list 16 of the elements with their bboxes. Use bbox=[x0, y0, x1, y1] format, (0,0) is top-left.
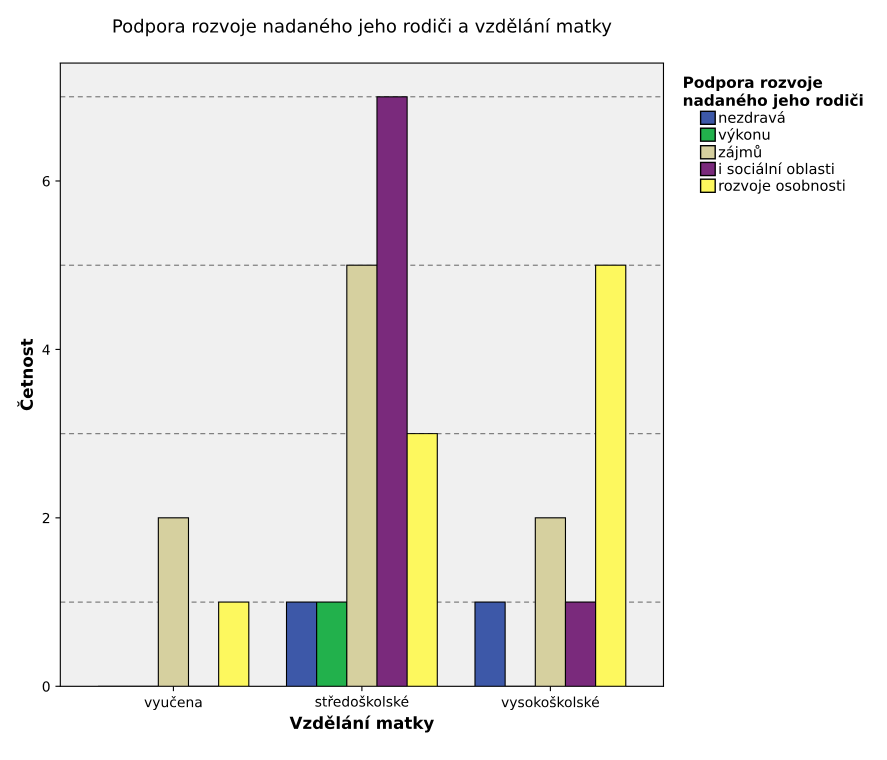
y-tick-label: 4 bbox=[42, 344, 50, 355]
legend-label: nezdravá bbox=[719, 111, 784, 123]
x-tick-label: vysokoškolské bbox=[501, 696, 599, 710]
x-axis-title: Vzdělání matky bbox=[290, 716, 434, 732]
legend-label: zájmů bbox=[718, 144, 761, 160]
legend-label: i sociální oblasti bbox=[719, 162, 834, 174]
legend-label: výkonu bbox=[718, 128, 770, 143]
y-tick-label: 6 bbox=[42, 176, 50, 186]
x-tick-label: středoškolské bbox=[315, 695, 408, 707]
chart-title: Podpora rozvoje nadaného jeho rodiči a vzdělání matky bbox=[114, 18, 612, 36]
legend-label: rozvoje osobnosti bbox=[719, 180, 844, 194]
legend-title: Podpora rozvoje nadaného jeho rodiči bbox=[684, 76, 862, 110]
x-tick-label: vyučena bbox=[144, 696, 202, 710]
y-tick-label: 2 bbox=[42, 512, 50, 524]
y-axis-title: Četnost bbox=[17, 338, 33, 410]
y-tick-label: 0 bbox=[42, 681, 50, 692]
